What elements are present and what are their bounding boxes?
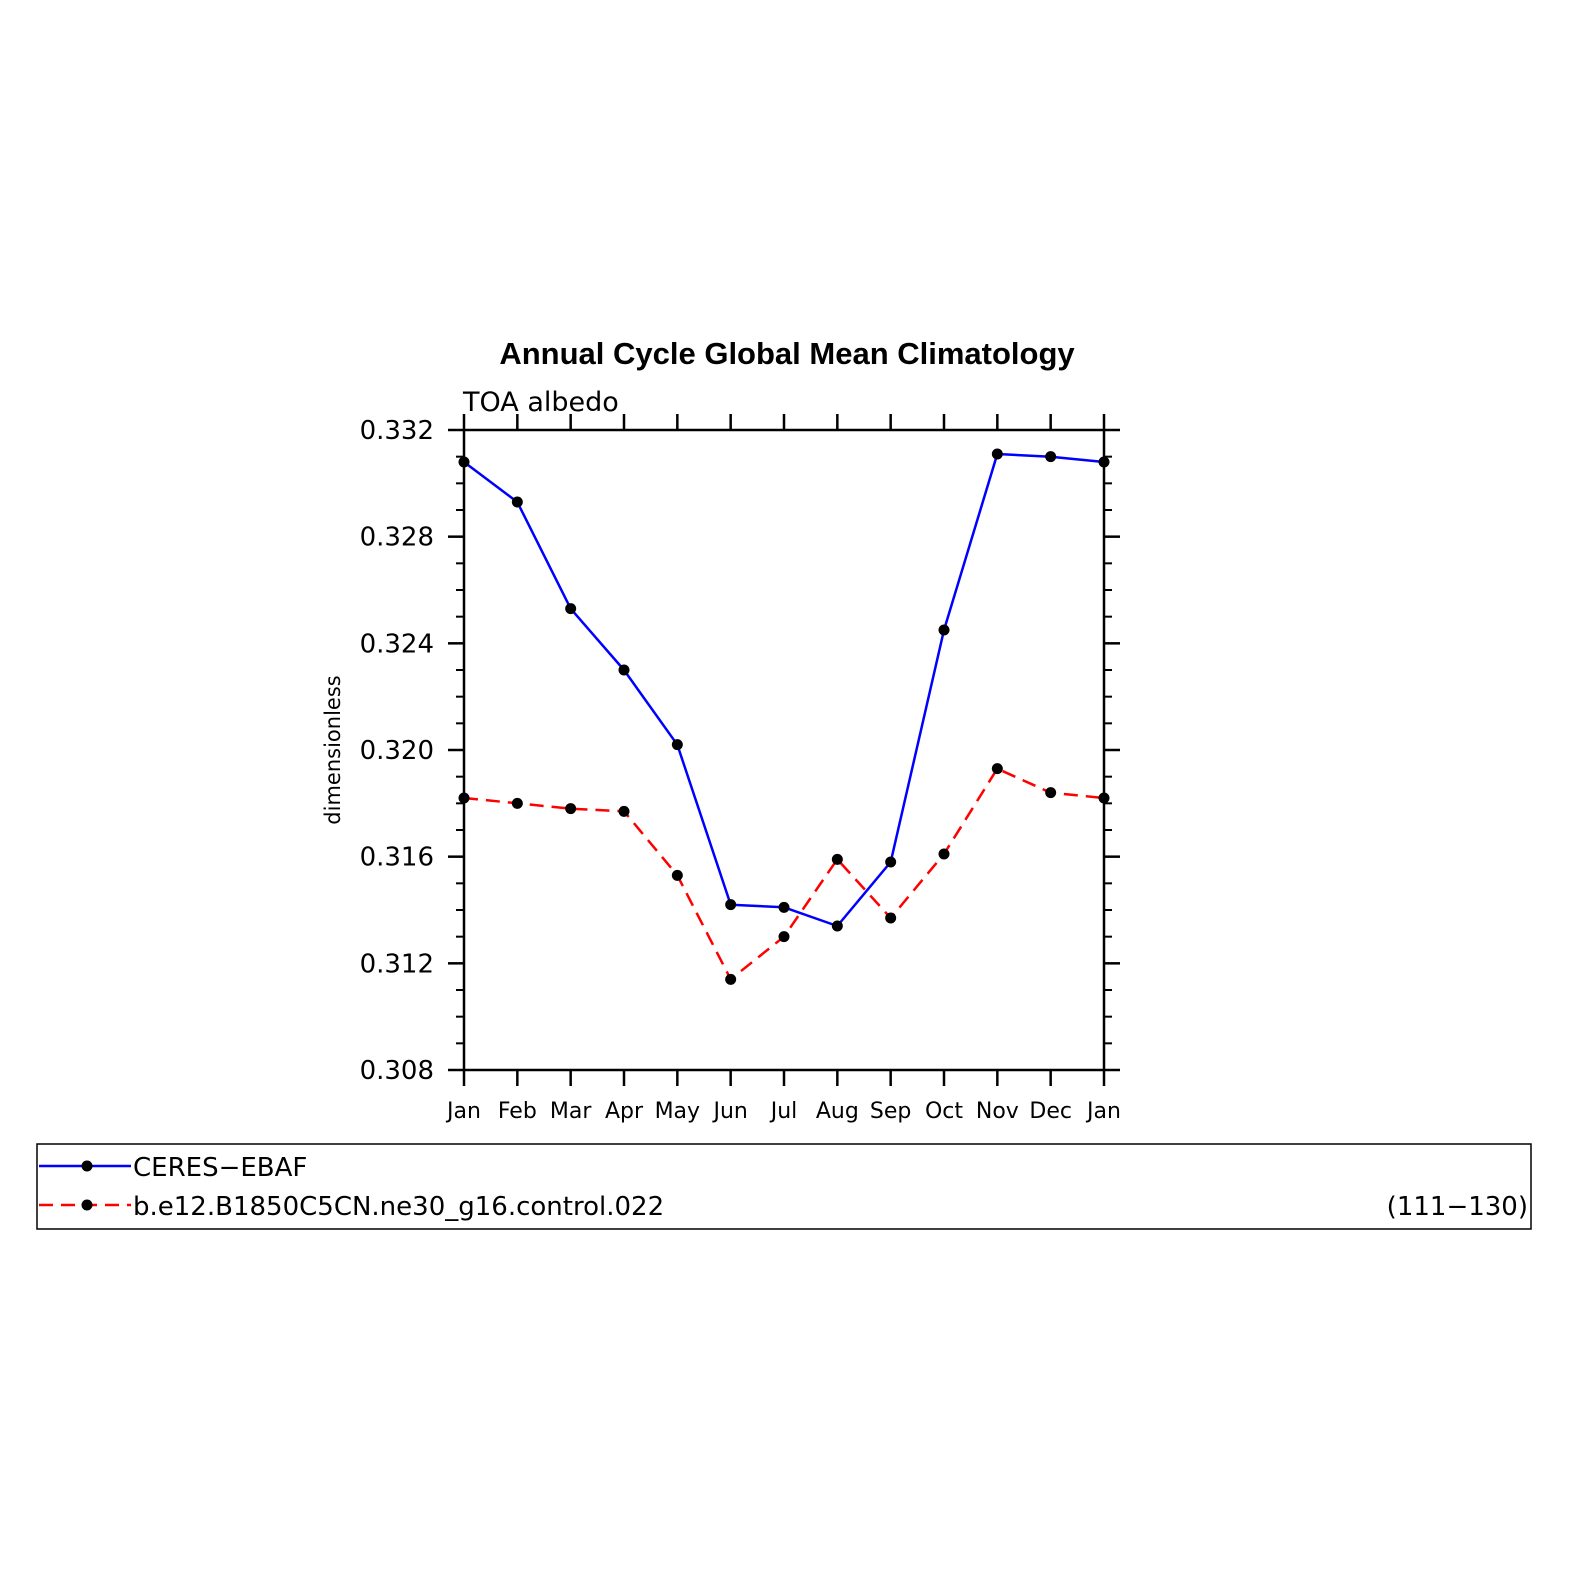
x-tick-label: Jun xyxy=(711,1099,747,1124)
series-1-point xyxy=(831,853,843,865)
series-group xyxy=(458,448,1110,985)
series-0-point xyxy=(671,739,683,751)
series-1-point xyxy=(1098,792,1110,804)
x-tick-label: Mar xyxy=(550,1099,592,1124)
legend: CERES−EBAF b.e12.B1850C5CN.ne30_g16.cont… xyxy=(36,1143,1532,1230)
series-1-point xyxy=(938,848,950,860)
x-tick-label: Oct xyxy=(925,1099,963,1124)
series-1-point xyxy=(885,912,897,924)
plot-frame xyxy=(462,428,1106,1072)
series-1-point xyxy=(565,803,577,815)
x-tick-labels: Jan Feb Mar Apr May Jun Jul Aug Sep Oct Nov Dec Jan xyxy=(445,1099,1121,1124)
series-0-point xyxy=(511,496,523,508)
x-tick-label: Aug xyxy=(816,1099,859,1124)
legend-year-range: (111−130) xyxy=(1387,1192,1528,1222)
y-tick-label: 0.312 xyxy=(360,949,434,979)
legend-box xyxy=(36,1143,1532,1230)
series-line-1 xyxy=(463,767,1105,981)
series-0-point xyxy=(618,664,630,676)
legend-label-model: b.e12.B1850C5CN.ne30_g16.control.022 xyxy=(133,1192,664,1222)
x-tick-label: Nov xyxy=(976,1099,1019,1124)
series-line-0 xyxy=(463,452,1105,928)
y-tick-label: 0.316 xyxy=(360,843,434,873)
y-tick-labels: 0.308 0.312 0.316 0.320 0.324 0.328 0.332 xyxy=(360,416,434,1086)
series-0-point xyxy=(725,899,737,911)
x-tick-label: Jan xyxy=(445,1099,481,1124)
series-1-point xyxy=(511,797,523,809)
series-1-point xyxy=(458,792,470,804)
series-0-point xyxy=(1098,456,1110,468)
x-tick-label: Dec xyxy=(1029,1099,1072,1124)
series-1-point xyxy=(725,973,737,985)
series-1-point xyxy=(618,805,630,817)
series-0-point xyxy=(1045,451,1057,463)
y-tick-label: 0.324 xyxy=(360,629,434,659)
chart-title: Annual Cycle Global Mean Climatology xyxy=(499,336,1075,371)
x-tick-label: May xyxy=(655,1099,700,1124)
y-tick-label: 0.328 xyxy=(360,523,434,553)
series-1-point xyxy=(778,931,790,943)
series-1-point xyxy=(991,763,1003,775)
series-0-point xyxy=(885,856,897,868)
series-0-point xyxy=(991,448,1003,460)
chart-subtitle: TOA albedo xyxy=(462,387,619,418)
legend-marker-model xyxy=(81,1199,93,1211)
x-tick-label: Apr xyxy=(605,1099,644,1124)
y-tick-label: 0.332 xyxy=(360,416,434,446)
x-tick-label: Sep xyxy=(870,1099,911,1124)
x-tick-label: Jul xyxy=(769,1099,798,1124)
series-0-point xyxy=(458,456,470,468)
y-tick-label: 0.320 xyxy=(360,736,434,766)
series-0-point xyxy=(831,920,843,932)
x-tick-label: Jan xyxy=(1085,1099,1121,1124)
series-0-point xyxy=(938,624,950,636)
axis-ticks xyxy=(448,414,1120,1086)
series-1-point xyxy=(671,869,683,881)
y-tick-label: 0.308 xyxy=(360,1056,434,1086)
legend-marker-ceres xyxy=(81,1160,93,1172)
plot-area xyxy=(462,428,1106,1072)
legend-label-ceres: CERES−EBAF xyxy=(133,1153,307,1183)
series-0-point xyxy=(778,901,790,913)
x-tick-label: Feb xyxy=(498,1099,537,1124)
series-0-point xyxy=(565,603,577,615)
y-axis-label: dimensionless xyxy=(321,675,345,824)
series-1-point xyxy=(1045,787,1057,799)
